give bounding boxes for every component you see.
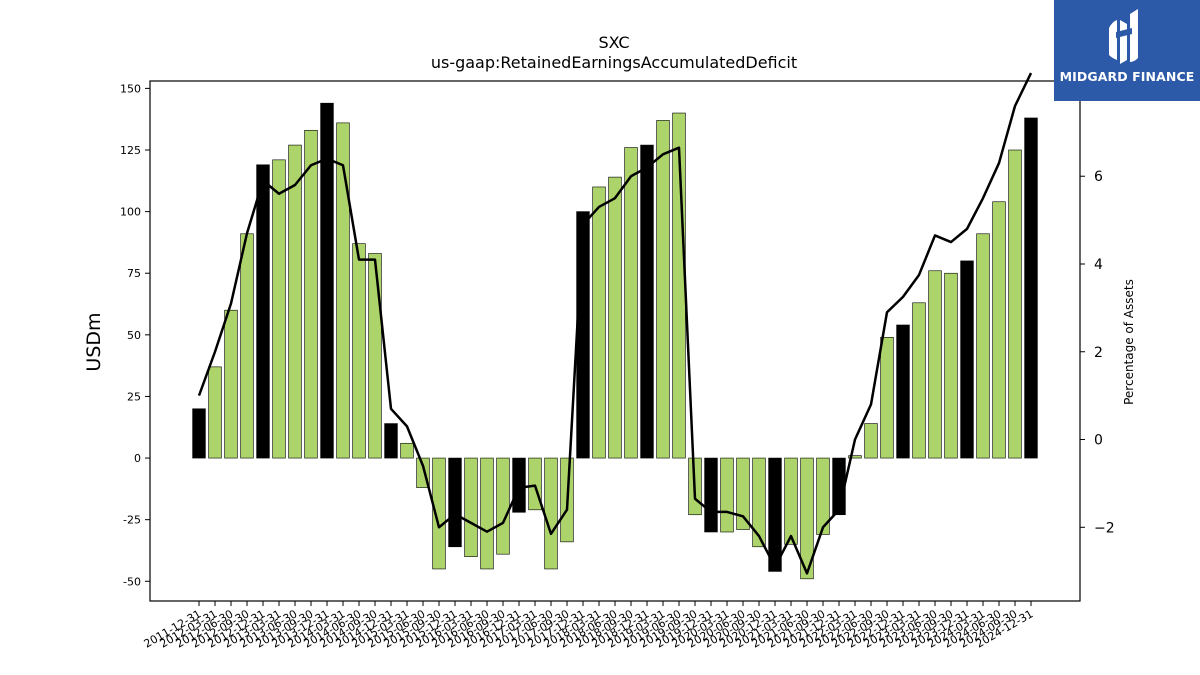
percentage-line: [197, 72, 1033, 575]
bar: [208, 366, 222, 459]
bar: [256, 164, 270, 459]
y2-tick-label: 6: [1094, 169, 1103, 185]
y-tick-label: 50: [127, 329, 141, 342]
bar: [336, 122, 350, 459]
chart-subtitle: us-gaap:RetainedEarningsAccumulatedDefic…: [431, 53, 797, 72]
bar: [896, 324, 910, 459]
bar: [432, 457, 446, 570]
bar: [656, 120, 670, 459]
bar: [736, 457, 750, 530]
bar: [928, 270, 942, 459]
bar: [992, 201, 1006, 459]
bar: [720, 457, 734, 533]
bar: [384, 423, 398, 459]
bar: [320, 102, 334, 459]
y2-tick-label: 2: [1094, 345, 1103, 361]
bar: [192, 408, 206, 459]
bar: [816, 457, 830, 535]
bar: [368, 253, 382, 459]
bar: [480, 457, 494, 570]
y-tick-label: 100: [120, 206, 141, 219]
bar: [912, 302, 926, 459]
y-tick-label: 125: [120, 144, 141, 157]
logo: MIDGARD FINANCE: [1054, 0, 1200, 101]
bar: [848, 455, 862, 459]
bar: [864, 423, 878, 459]
bar: [352, 243, 366, 459]
y-tick-label: 25: [127, 390, 141, 403]
bar: [304, 129, 318, 459]
y-tick-label: 75: [127, 267, 141, 280]
bar: [272, 159, 286, 459]
bar: [960, 260, 974, 459]
bar: [448, 457, 462, 548]
y2-tick-label: −2: [1094, 520, 1115, 536]
y2-axis-label: Percentage of Assets: [1122, 279, 1136, 405]
bar: [544, 457, 558, 570]
bar: [704, 457, 718, 533]
bar: [400, 442, 414, 459]
y2-tick-label: 0: [1094, 433, 1103, 449]
bar: [608, 176, 622, 459]
y-tick-label: -50: [123, 575, 141, 588]
chart-title: SXC: [598, 33, 629, 52]
y-axis-label: USDm: [83, 312, 105, 371]
bar: [880, 337, 894, 459]
bar: [640, 144, 654, 459]
plot-area: -50-250255075100125150−2024682011-12-312…: [120, 72, 1115, 651]
bar: [1024, 117, 1038, 459]
bar: [752, 457, 766, 548]
logo-text: MIDGARD FINANCE: [1059, 69, 1195, 84]
bar: [576, 211, 590, 459]
y-tick-label: 0: [134, 452, 141, 465]
bar: [288, 144, 302, 459]
bar: [496, 457, 510, 555]
bar: [240, 233, 254, 459]
bar: [464, 457, 478, 557]
bar: [784, 457, 798, 545]
y2-tick-label: 4: [1094, 257, 1103, 273]
bar: [624, 147, 638, 459]
bar: [944, 272, 958, 459]
bar: [592, 186, 606, 459]
bar: [1008, 149, 1022, 459]
y-tick-label: 150: [120, 82, 141, 95]
y-tick-label: -25: [123, 514, 141, 527]
bar: [800, 457, 814, 580]
bar: [976, 233, 990, 459]
bar: [768, 457, 782, 572]
bar: [512, 457, 526, 513]
bar: [224, 309, 238, 459]
logo-mark-icon: [1109, 9, 1138, 64]
